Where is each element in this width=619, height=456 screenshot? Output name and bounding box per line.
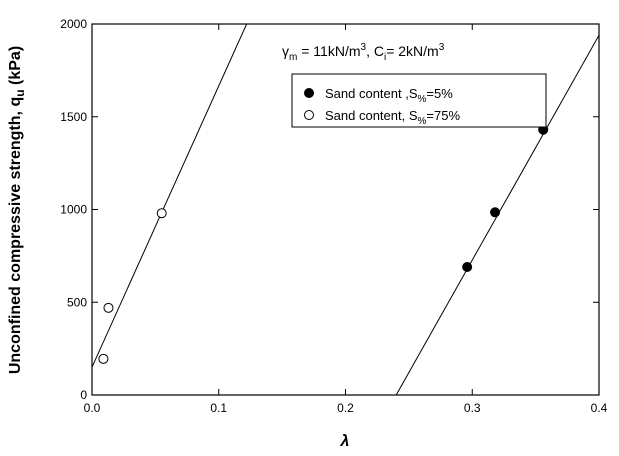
y-axis-ticks: 0 500 1000 1500 2000	[60, 17, 599, 402]
data-points	[98, 124, 549, 364]
legend-label-sand-5: Sand content ,S%=5%	[325, 86, 453, 105]
data-point-series-2	[103, 302, 114, 313]
data-point-series-2	[156, 208, 167, 219]
annotation-c-sub: i	[384, 52, 386, 63]
y-axis-title-main: Unconfined compressive strength, q	[7, 97, 24, 374]
data-point-series-2	[98, 353, 109, 364]
y-tick-label: 2000	[60, 17, 87, 31]
x-tick-label: 0.1	[210, 401, 227, 415]
legend-box	[291, 73, 547, 128]
y-tick-label: 500	[67, 295, 87, 309]
fit-lines	[92, 24, 599, 395]
x-tick-label: 0.2	[337, 401, 354, 415]
annotation-c-value: = 2kN/m	[386, 43, 439, 59]
legend-marker-sand-75	[304, 110, 314, 120]
x-tick-label: 0.3	[464, 401, 481, 415]
y-tick-label: 1000	[60, 203, 87, 217]
annotation-sep: , C	[366, 43, 384, 59]
data-point-series-1	[490, 207, 501, 218]
annotation-gamma-sup: 3	[361, 42, 367, 53]
y-axis-title: Unconfined compressive strength, qu (kPa…	[7, 46, 27, 374]
x-tick-label: 0.0	[84, 401, 101, 415]
x-axis-ticks: 0.0 0.1 0.2 0.3 0.4	[84, 24, 608, 415]
fit-line-series-2	[92, 24, 248, 368]
y-tick-label: 1500	[60, 110, 87, 124]
annotation-text: γm = 11kN/m3, Ci= 2kN/m3	[282, 42, 445, 63]
y-axis-title-sub: u	[13, 89, 27, 96]
annotation-gamma: γ	[282, 43, 289, 59]
x-axis-title: λ	[340, 433, 350, 450]
annotation-gamma-value: = 11kN/m	[297, 43, 360, 59]
annotation-c-sup: 3	[439, 42, 445, 53]
x-tick-label: 0.4	[591, 401, 608, 415]
y-axis-title-unit: (kPa)	[7, 46, 24, 90]
legend-marker-sand-5	[304, 88, 314, 98]
legend-label-sand-75: Sand content, S%=75%	[325, 108, 460, 127]
data-point-series-1	[462, 262, 473, 273]
legend: Sand content ,S%=5% Sand content, S%=75%	[291, 73, 547, 128]
y-tick-label: 0	[80, 388, 87, 402]
annotation-gamma-sub: m	[289, 52, 297, 63]
fit-line-series-1	[395, 34, 599, 395]
